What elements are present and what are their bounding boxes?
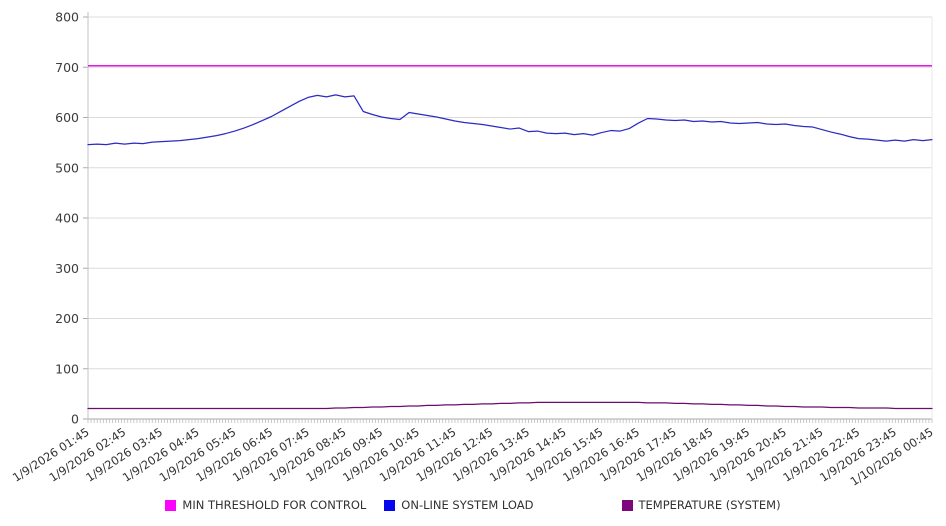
- grid-layer: [88, 16, 932, 370]
- min-threshold-swatch-icon: [165, 499, 177, 511]
- legend-item-min-threshold[interactable]: MIN THRESHOLD FOR CONTROL: [165, 498, 366, 512]
- y-tick-label: 0: [71, 412, 79, 427]
- legend-label-min-threshold: MIN THRESHOLD FOR CONTROL: [182, 498, 367, 512]
- y-tick-label: 300: [55, 261, 79, 276]
- axes: [83, 12, 933, 423]
- system-load-swatch-icon: [384, 499, 396, 511]
- temperature-line: [87, 401, 933, 410]
- temperature-swatch-icon: [621, 499, 633, 511]
- y-tick-label: 200: [55, 311, 79, 326]
- chart-legend: MIN THRESHOLD FOR CONTROL ON-LINE SYSTEM…: [0, 498, 946, 512]
- y-tick-label: 800: [55, 10, 79, 25]
- y-tick-label: 100: [55, 361, 79, 376]
- series-layer: [87, 64, 933, 410]
- legend-label-temperature: TEMPERATURE (SYSTEM): [638, 498, 781, 512]
- legend-label-system-load: ON-LINE SYSTEM LOAD: [401, 498, 534, 512]
- system-load-line: [87, 94, 933, 146]
- legend-item-temperature[interactable]: TEMPERATURE (SYSTEM): [621, 498, 781, 512]
- y-tick-label: 600: [55, 110, 79, 125]
- y-tick-label: 700: [55, 60, 79, 75]
- y-tick-label: 500: [55, 160, 79, 175]
- y-tick-label: 400: [55, 211, 79, 226]
- legend-item-system-load[interactable]: ON-LINE SYSTEM LOAD: [384, 498, 534, 512]
